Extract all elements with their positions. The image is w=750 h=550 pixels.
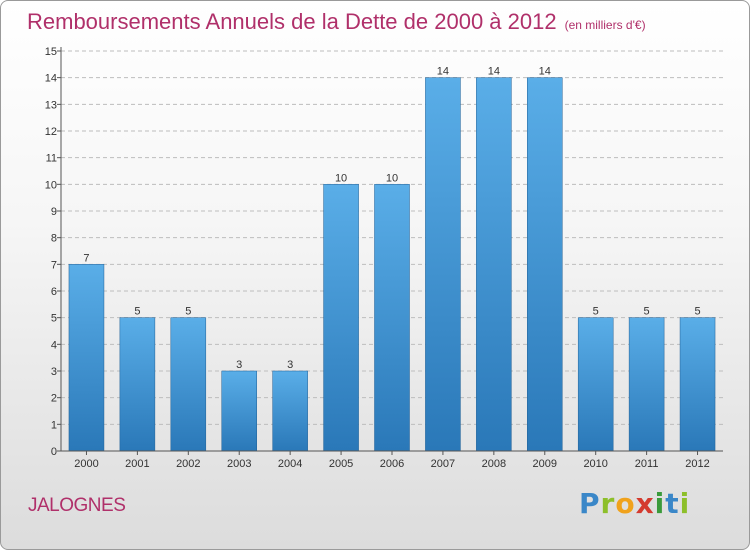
data-label: 5	[694, 306, 700, 318]
bar	[628, 317, 665, 452]
y-tick-label: 4	[51, 339, 57, 351]
chart-title: Remboursements Annuels de la Dette de 20…	[27, 9, 646, 35]
data-label: 5	[593, 306, 599, 318]
x-tick-label: 2007	[431, 458, 455, 470]
bar	[577, 317, 614, 452]
y-tick-label: 10	[45, 179, 57, 191]
x-tick-label: 2011	[635, 458, 659, 470]
data-label: 7	[83, 252, 89, 264]
y-tick-label: 8	[51, 233, 57, 245]
x-tick-label: 2000	[74, 458, 98, 470]
unit-label: (en milliers d'€)	[564, 18, 646, 32]
proxiti-logo: Proxiti	[579, 487, 691, 520]
bars	[68, 77, 716, 452]
x-tick-label: 2010	[583, 458, 607, 470]
bar	[374, 184, 410, 452]
bar	[679, 317, 716, 452]
x-tick-label: 2008	[482, 458, 506, 470]
bar	[221, 370, 257, 452]
title-text: Remboursements Annuels de la Dette de 20…	[27, 9, 557, 34]
bar	[476, 77, 512, 452]
x-tick-label: 2003	[227, 458, 251, 470]
data-label: 3	[236, 359, 242, 371]
data-label: 14	[539, 66, 551, 78]
town-name: JALOGNES	[28, 495, 126, 516]
bar	[119, 317, 156, 452]
y-tick-label: 6	[51, 286, 57, 298]
y-tick-label: 15	[45, 46, 57, 58]
bar	[323, 184, 359, 452]
y-tick-label: 2	[51, 393, 57, 405]
data-label: 10	[386, 172, 398, 184]
bar	[272, 370, 308, 452]
data-label: 3	[287, 359, 293, 371]
x-tick-label: 2002	[176, 458, 200, 470]
data-label: 5	[134, 306, 140, 318]
y-tick-label: 12	[45, 126, 57, 138]
y-tick-label: 9	[51, 206, 57, 218]
data-label: 10	[335, 172, 347, 184]
data-label: 5	[644, 306, 650, 318]
x-tick-label: 2004	[278, 458, 302, 470]
data-label: 14	[488, 66, 500, 78]
bar	[527, 77, 563, 452]
y-tick-label: 0	[51, 446, 57, 458]
x-tick-label: 2005	[329, 458, 353, 470]
x-tick-label: 2001	[125, 458, 149, 470]
y-tick-label: 3	[51, 366, 57, 378]
y-tick-label: 7	[51, 259, 57, 271]
bar	[170, 317, 207, 452]
y-tick-label: 13	[45, 99, 57, 111]
y-tick-label: 11	[46, 153, 57, 165]
axes	[57, 47, 723, 455]
x-tick-label: 2009	[533, 458, 557, 470]
data-label: 5	[185, 306, 191, 318]
bar	[425, 77, 461, 452]
y-tick-label: 5	[51, 313, 57, 325]
x-tick-label: 2006	[380, 458, 404, 470]
labels: 0123456789101112131415720005200152002320…	[45, 46, 710, 470]
data-label: 14	[437, 66, 449, 78]
y-tick-label: 14	[45, 73, 57, 85]
x-tick-label: 2012	[685, 458, 709, 470]
bar	[68, 264, 105, 452]
y-tick-label: 1	[51, 419, 57, 431]
